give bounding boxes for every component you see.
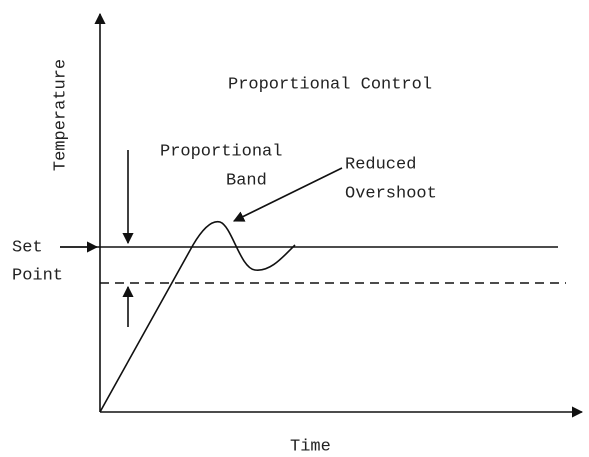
title: Proportional Control bbox=[228, 75, 432, 94]
response-curve bbox=[99, 220, 296, 413]
x-axis-label: Time bbox=[290, 437, 331, 456]
band-label: Band bbox=[226, 171, 267, 190]
overshoot-label: Overshoot bbox=[345, 184, 437, 203]
overshoot-arrow bbox=[232, 167, 343, 222]
band-label: Proportional bbox=[160, 142, 282, 161]
overshoot-label: Reduced bbox=[345, 155, 416, 174]
set-point-label: Point bbox=[12, 266, 63, 285]
y-axis-label: Temperature bbox=[51, 59, 70, 171]
set-point-label: Set bbox=[12, 238, 43, 257]
